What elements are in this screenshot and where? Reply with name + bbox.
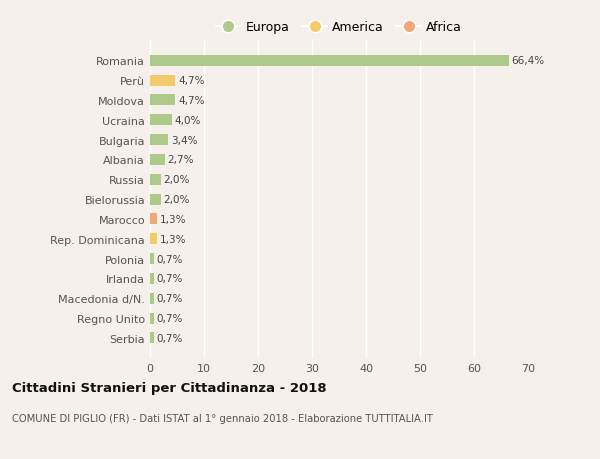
Bar bbox=[150, 214, 157, 225]
Text: 4,0%: 4,0% bbox=[175, 116, 200, 125]
Text: 2,0%: 2,0% bbox=[163, 175, 190, 185]
Text: 2,0%: 2,0% bbox=[163, 195, 190, 205]
Bar bbox=[150, 174, 161, 185]
Bar bbox=[150, 253, 154, 264]
Bar bbox=[150, 155, 164, 166]
Bar bbox=[150, 313, 154, 324]
Bar bbox=[150, 135, 169, 146]
Text: 1,3%: 1,3% bbox=[160, 234, 186, 244]
Text: 3,4%: 3,4% bbox=[171, 135, 197, 146]
Text: 0,7%: 0,7% bbox=[157, 313, 183, 324]
Bar bbox=[150, 75, 175, 86]
Text: 0,7%: 0,7% bbox=[157, 254, 183, 264]
Text: 66,4%: 66,4% bbox=[511, 56, 544, 66]
Text: 0,7%: 0,7% bbox=[157, 333, 183, 343]
Text: 0,7%: 0,7% bbox=[157, 294, 183, 303]
Text: Cittadini Stranieri per Cittadinanza - 2018: Cittadini Stranieri per Cittadinanza - 2… bbox=[12, 381, 326, 394]
Bar bbox=[150, 194, 161, 205]
Text: COMUNE DI PIGLIO (FR) - Dati ISTAT al 1° gennaio 2018 - Elaborazione TUTTITALIA.: COMUNE DI PIGLIO (FR) - Dati ISTAT al 1°… bbox=[12, 413, 433, 423]
Bar bbox=[150, 234, 157, 245]
Bar bbox=[150, 56, 509, 67]
Text: 1,3%: 1,3% bbox=[160, 214, 186, 224]
Bar bbox=[150, 274, 154, 284]
Bar bbox=[150, 115, 172, 126]
Text: 0,7%: 0,7% bbox=[157, 274, 183, 284]
Bar bbox=[150, 293, 154, 304]
Text: 4,7%: 4,7% bbox=[178, 76, 205, 86]
Bar bbox=[150, 333, 154, 344]
Text: 4,7%: 4,7% bbox=[178, 96, 205, 106]
Text: 2,7%: 2,7% bbox=[167, 155, 194, 165]
Legend: Europa, America, Africa: Europa, America, Africa bbox=[211, 16, 467, 39]
Bar bbox=[150, 95, 175, 106]
